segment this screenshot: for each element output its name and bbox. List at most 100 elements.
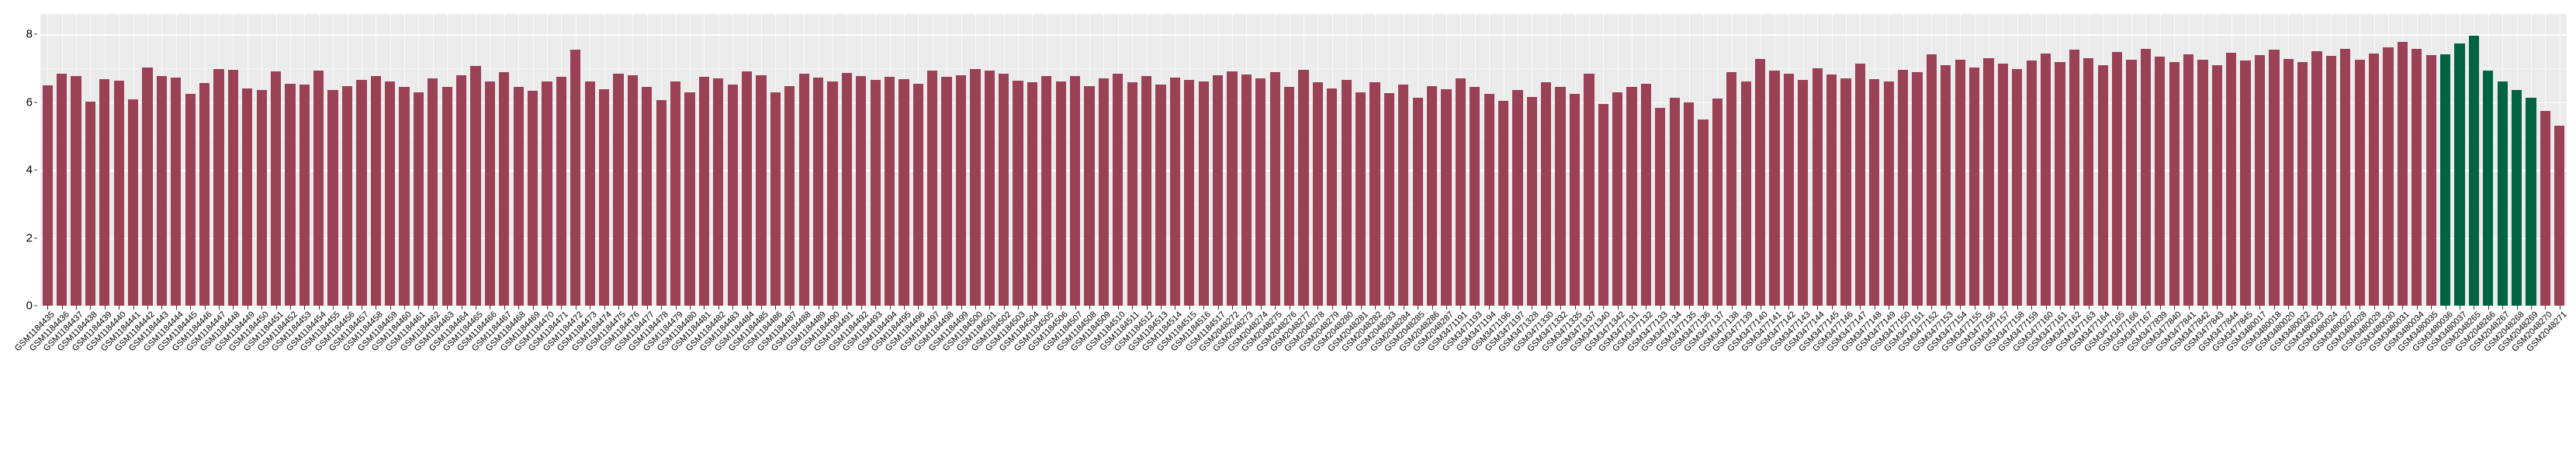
bar[interactable] [1398, 84, 1409, 306]
bar[interactable] [142, 68, 153, 306]
bar[interactable] [2254, 55, 2266, 306]
bar[interactable] [1013, 80, 1023, 306]
bar[interactable] [2211, 65, 2222, 306]
bar[interactable] [385, 81, 396, 306]
bar[interactable] [285, 83, 296, 306]
bar[interactable] [2311, 51, 2322, 306]
bar[interactable] [984, 71, 995, 306]
bar[interactable] [2040, 53, 2051, 306]
bar[interactable] [356, 80, 367, 306]
bar[interactable] [1412, 98, 1423, 306]
bar[interactable] [1826, 74, 1837, 306]
bar[interactable] [2397, 41, 2408, 306]
bar[interactable] [1127, 82, 1137, 306]
bar[interactable] [1327, 88, 1338, 306]
bar[interactable] [213, 69, 224, 306]
bar[interactable] [1569, 93, 1581, 306]
bar[interactable] [1684, 102, 1695, 306]
bar[interactable] [798, 73, 809, 306]
bar[interactable] [2169, 62, 2180, 306]
bar[interactable] [1070, 75, 1081, 306]
bar[interactable] [1455, 78, 1466, 306]
bar[interactable] [1526, 97, 1537, 306]
bar[interactable] [784, 85, 795, 306]
bar[interactable] [2454, 43, 2465, 306]
bar[interactable] [1840, 78, 1851, 306]
bar[interactable] [513, 87, 524, 306]
bar[interactable] [2383, 47, 2394, 306]
bar[interactable] [1541, 82, 1552, 306]
bar[interactable] [2012, 68, 2023, 306]
bar[interactable] [698, 76, 709, 306]
bar[interactable] [1712, 99, 1723, 306]
bar[interactable] [1926, 54, 1937, 306]
bar[interactable] [370, 75, 381, 306]
bar[interactable] [341, 85, 353, 306]
bar[interactable] [1169, 78, 1181, 306]
bar[interactable] [1241, 74, 1252, 306]
bar[interactable] [1470, 87, 1480, 306]
bar[interactable] [770, 92, 781, 306]
bar[interactable] [156, 76, 167, 306]
bar[interactable] [56, 73, 68, 306]
bar[interactable] [2111, 51, 2123, 306]
bar[interactable] [1783, 73, 1795, 306]
bar[interactable] [727, 84, 738, 306]
bar[interactable] [856, 75, 867, 306]
bar[interactable] [1155, 84, 1166, 306]
bar[interactable] [570, 49, 581, 306]
bar[interactable] [327, 89, 338, 306]
bar[interactable] [99, 78, 110, 306]
bar[interactable] [1584, 73, 1594, 306]
bar[interactable] [598, 89, 610, 306]
bar[interactable] [499, 72, 510, 306]
bar[interactable] [927, 71, 938, 306]
bar[interactable] [1912, 72, 1923, 306]
bar[interactable] [2240, 61, 2251, 306]
bar[interactable] [2468, 35, 2480, 306]
bar[interactable] [1512, 89, 1523, 306]
bar[interactable] [1355, 92, 1366, 306]
bar[interactable] [1283, 86, 1295, 306]
bar[interactable] [556, 76, 567, 306]
bar[interactable] [1369, 82, 1380, 306]
bar[interactable] [1897, 69, 1909, 306]
bar[interactable] [2140, 48, 2151, 306]
bar[interactable] [1997, 63, 2008, 306]
bar[interactable] [613, 73, 624, 306]
bar[interactable] [741, 71, 753, 306]
bar[interactable] [2269, 50, 2280, 306]
bar[interactable] [1027, 82, 1038, 306]
bar[interactable] [2069, 50, 2079, 306]
bar[interactable] [2540, 110, 2551, 306]
bar[interactable] [1383, 93, 1394, 306]
bar[interactable] [227, 70, 238, 306]
bar[interactable] [42, 85, 53, 306]
bar[interactable] [1626, 87, 1637, 306]
bar[interactable] [627, 74, 639, 306]
bar[interactable] [185, 93, 196, 306]
bar[interactable] [1983, 57, 1994, 306]
bar[interactable] [2554, 126, 2565, 306]
bar[interactable] [242, 88, 253, 306]
bar[interactable] [955, 74, 967, 306]
bar[interactable] [1141, 76, 1152, 306]
bar[interactable] [1269, 72, 1280, 306]
bar[interactable] [399, 87, 410, 306]
bar[interactable] [912, 83, 923, 306]
bar[interactable] [1341, 79, 1352, 306]
bar[interactable] [1555, 87, 1566, 306]
bar[interactable] [2297, 62, 2308, 306]
bar[interactable] [2026, 61, 2037, 306]
bar[interactable] [1198, 81, 1209, 306]
bar[interactable] [1113, 73, 1124, 306]
bar[interactable] [85, 101, 95, 306]
bar[interactable] [2369, 53, 2380, 306]
bar[interactable] [1854, 63, 1866, 306]
bar[interactable] [1227, 71, 1238, 306]
bar[interactable] [684, 92, 695, 306]
bar[interactable] [1084, 85, 1095, 306]
bar[interactable] [1098, 78, 1110, 306]
bar[interactable] [1669, 98, 1680, 306]
bar[interactable] [970, 68, 981, 306]
